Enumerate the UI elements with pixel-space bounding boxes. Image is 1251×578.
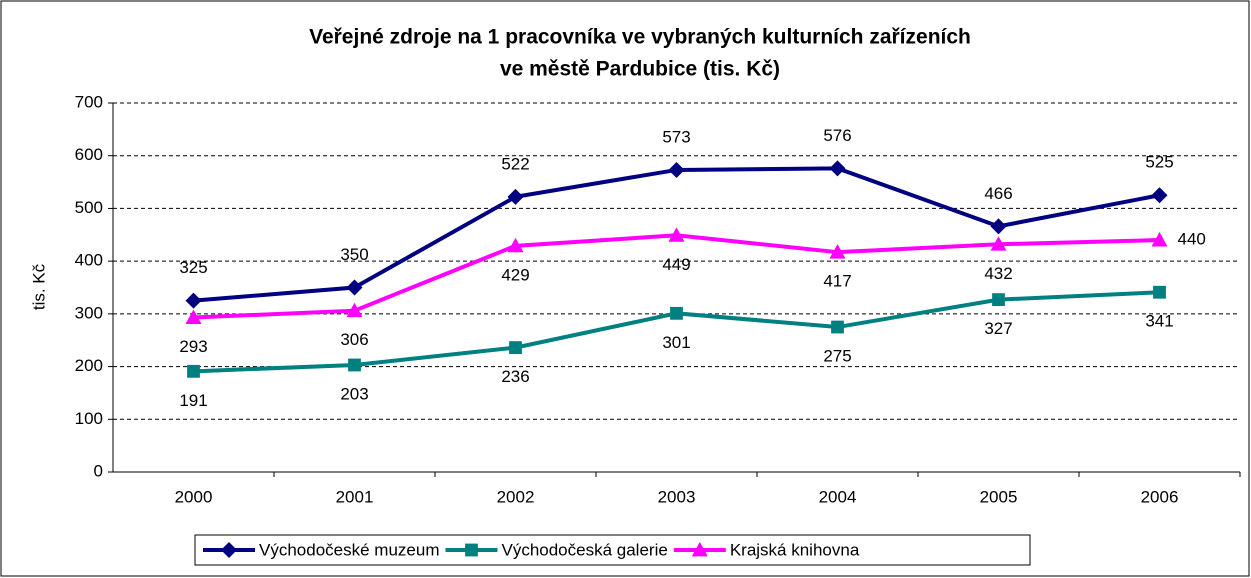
y-tick-label: 300 [75,303,103,322]
data-point [992,293,1005,307]
legend-label: Východočeské muzeum [259,540,439,559]
y-tick-label: 700 [75,92,103,111]
data-label: 293 [179,337,207,356]
data-point [668,227,685,242]
data-label: 341 [1145,312,1173,331]
x-tick-label: 2006 [1141,487,1179,506]
legend-label: Východočeská galerie [501,540,667,559]
y-tick-label: 200 [75,356,103,375]
legend-marker [691,542,708,557]
data-label: 466 [984,184,1012,203]
data-point [990,236,1007,251]
data-point [185,309,202,324]
data-label: 203 [340,384,368,403]
data-point [670,306,683,320]
data-label: 306 [340,330,368,349]
data-point [348,358,361,372]
y-tick-label: 400 [75,251,103,270]
data-label: 429 [501,265,529,284]
data-label: 440 [1178,230,1206,249]
data-point [509,341,522,354]
y-axis-label: tis. Kč [29,263,48,310]
data-point [831,320,844,334]
legend-marker [465,543,478,557]
chart-title: ve městě Pardubice (tis. Kč) [500,58,780,81]
y-tick-label: 500 [75,198,103,217]
data-label: 525 [1145,153,1173,172]
data-label: 191 [179,391,207,410]
data-point [668,161,685,178]
data-point [1151,232,1168,247]
legend-label: Krajská knihovna [730,540,860,559]
x-tick-label: 2005 [980,487,1018,506]
data-point [346,279,363,296]
x-tick-label: 2000 [175,487,213,506]
x-tick-label: 2003 [658,487,696,506]
x-tick-label: 2002 [497,487,535,506]
data-label: 522 [501,154,529,173]
data-point [829,244,846,259]
data-point [1153,285,1166,299]
y-tick-label: 100 [75,409,103,428]
data-point [1151,187,1168,204]
chart-title: Veřejné zdroje na 1 pracovníka ve vybran… [309,26,971,49]
legend-marker [221,542,237,558]
y-tick-label: 0 [94,461,103,480]
data-label: 350 [340,245,368,264]
data-label: 327 [984,319,1012,338]
data-point [507,188,524,205]
data-point [346,302,363,318]
data-point [829,160,846,177]
data-point [507,237,524,253]
data-label: 576 [823,126,851,145]
data-label: 449 [662,255,690,274]
x-tick-label: 2004 [819,487,857,506]
data-label: 236 [501,367,529,386]
data-label: 417 [823,272,851,291]
data-point [990,218,1007,235]
data-label: 325 [179,258,207,277]
y-tick-label: 600 [75,145,103,164]
x-tick-label: 2001 [336,487,374,506]
data-point [187,364,200,378]
data-label: 275 [823,347,851,366]
legend [194,534,1031,566]
data-label: 573 [662,127,690,146]
data-label: 301 [662,333,690,352]
data-point [185,292,202,309]
data-label: 432 [984,264,1012,283]
